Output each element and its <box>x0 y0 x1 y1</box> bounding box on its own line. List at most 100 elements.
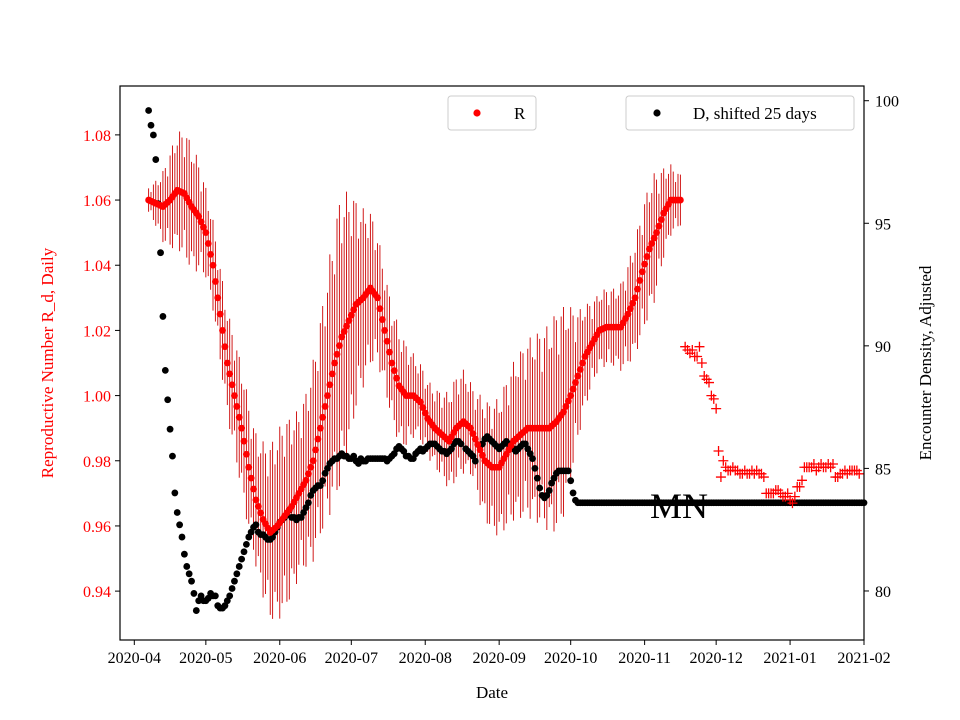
r-series <box>145 186 684 536</box>
r-point <box>419 404 427 411</box>
y-right-tick-label: 100 <box>875 94 899 111</box>
legend-d: D, shifted 25 days <box>625 95 855 131</box>
r-point <box>383 337 391 345</box>
r-plus-series <box>680 341 865 509</box>
r-plus-point <box>704 377 714 388</box>
x-tick-label: 2020-08 <box>399 650 452 667</box>
d-point <box>183 563 191 570</box>
r-point <box>645 245 653 253</box>
y-left-tick-label: 1.06 <box>83 193 111 210</box>
d-point <box>166 425 174 433</box>
r-point <box>233 403 241 410</box>
r-point <box>195 212 203 220</box>
r-plus-point <box>794 481 805 492</box>
r-point <box>307 463 315 471</box>
d-point <box>545 487 553 494</box>
r-point <box>560 408 567 416</box>
y-right-tick-label: 90 <box>875 339 891 356</box>
r-point <box>309 457 317 465</box>
r-point <box>631 294 639 302</box>
r-point <box>226 370 234 378</box>
d-point <box>192 607 200 614</box>
r-point <box>474 441 482 448</box>
d-point <box>228 585 236 592</box>
x-tick-label: 2020-07 <box>325 650 378 667</box>
r-plus-point <box>687 344 698 355</box>
r-plus-point <box>718 455 729 466</box>
r-point <box>469 430 477 438</box>
r-point <box>238 424 246 432</box>
d-point <box>145 107 153 114</box>
r-point <box>467 424 474 432</box>
r-point <box>345 317 353 325</box>
r-point <box>333 350 341 358</box>
r-point <box>228 381 236 389</box>
r-point <box>381 327 389 334</box>
r-point <box>242 450 250 458</box>
x-axis-label: Date <box>476 683 508 702</box>
d-point <box>457 440 465 448</box>
legend-r: R <box>447 95 537 131</box>
r-plus-point <box>715 472 726 483</box>
r-point <box>314 435 322 443</box>
x-tick-label: 2020-09 <box>472 650 525 667</box>
r-point <box>302 476 310 484</box>
r-point <box>388 359 396 367</box>
d-point <box>533 474 541 482</box>
r-point <box>567 392 575 399</box>
r-point <box>376 305 384 313</box>
r-plus-point <box>692 351 703 362</box>
r-point <box>209 261 217 269</box>
r-point <box>340 328 348 335</box>
r-point <box>569 385 577 393</box>
y-axis-left: 0.94 0.96 0.98 1.00 1.02 1.04 1.06 1.08 <box>83 128 120 601</box>
r-point <box>254 502 262 510</box>
d-point <box>190 590 198 597</box>
d-point <box>152 156 160 163</box>
d-point <box>180 550 188 558</box>
r-plus-point <box>711 403 722 414</box>
r-point <box>223 359 231 367</box>
d-point <box>147 121 155 129</box>
r-point <box>657 216 665 224</box>
r-point <box>634 285 641 293</box>
r-plus-point <box>713 445 724 456</box>
y-left-tick-label: 1.02 <box>83 323 111 340</box>
r-plus-point <box>758 472 769 483</box>
r-point <box>343 322 350 330</box>
d-point <box>176 521 184 529</box>
x-tick-label: 2021-02 <box>837 650 890 667</box>
r-point <box>648 240 656 247</box>
r-point <box>324 392 331 399</box>
d-point <box>169 452 176 460</box>
y-left-tick-label: 0.98 <box>83 454 111 471</box>
d-point <box>149 131 157 139</box>
d-point <box>567 477 575 485</box>
r-plus-point <box>782 488 793 499</box>
r-point <box>572 379 579 386</box>
d-point <box>233 570 241 578</box>
x-axis: 2020-04 2020-05 2020-06 2020-07 2020-08 2020-… <box>108 640 891 667</box>
d-point <box>319 477 327 485</box>
d-point <box>529 455 536 463</box>
r-point <box>476 446 484 454</box>
y-axis-right-label: Encounter Density, Adjusted <box>916 265 935 460</box>
y-left-tick-label: 1.08 <box>83 128 111 145</box>
r-point <box>653 229 660 237</box>
d-point <box>178 533 186 541</box>
r-point <box>574 372 582 380</box>
r-point <box>576 366 584 373</box>
r-point <box>638 268 646 276</box>
r-point <box>328 370 336 378</box>
d-point <box>471 457 479 465</box>
r-point <box>235 413 243 421</box>
r-plus-point <box>854 468 865 479</box>
x-tick-label: 2020-11 <box>618 650 671 667</box>
r-point <box>200 223 207 231</box>
r-point <box>626 305 634 313</box>
r-point <box>390 367 398 375</box>
d-point <box>569 489 577 497</box>
r-point <box>207 250 215 258</box>
x-tick-label: 2020-04 <box>108 650 161 667</box>
